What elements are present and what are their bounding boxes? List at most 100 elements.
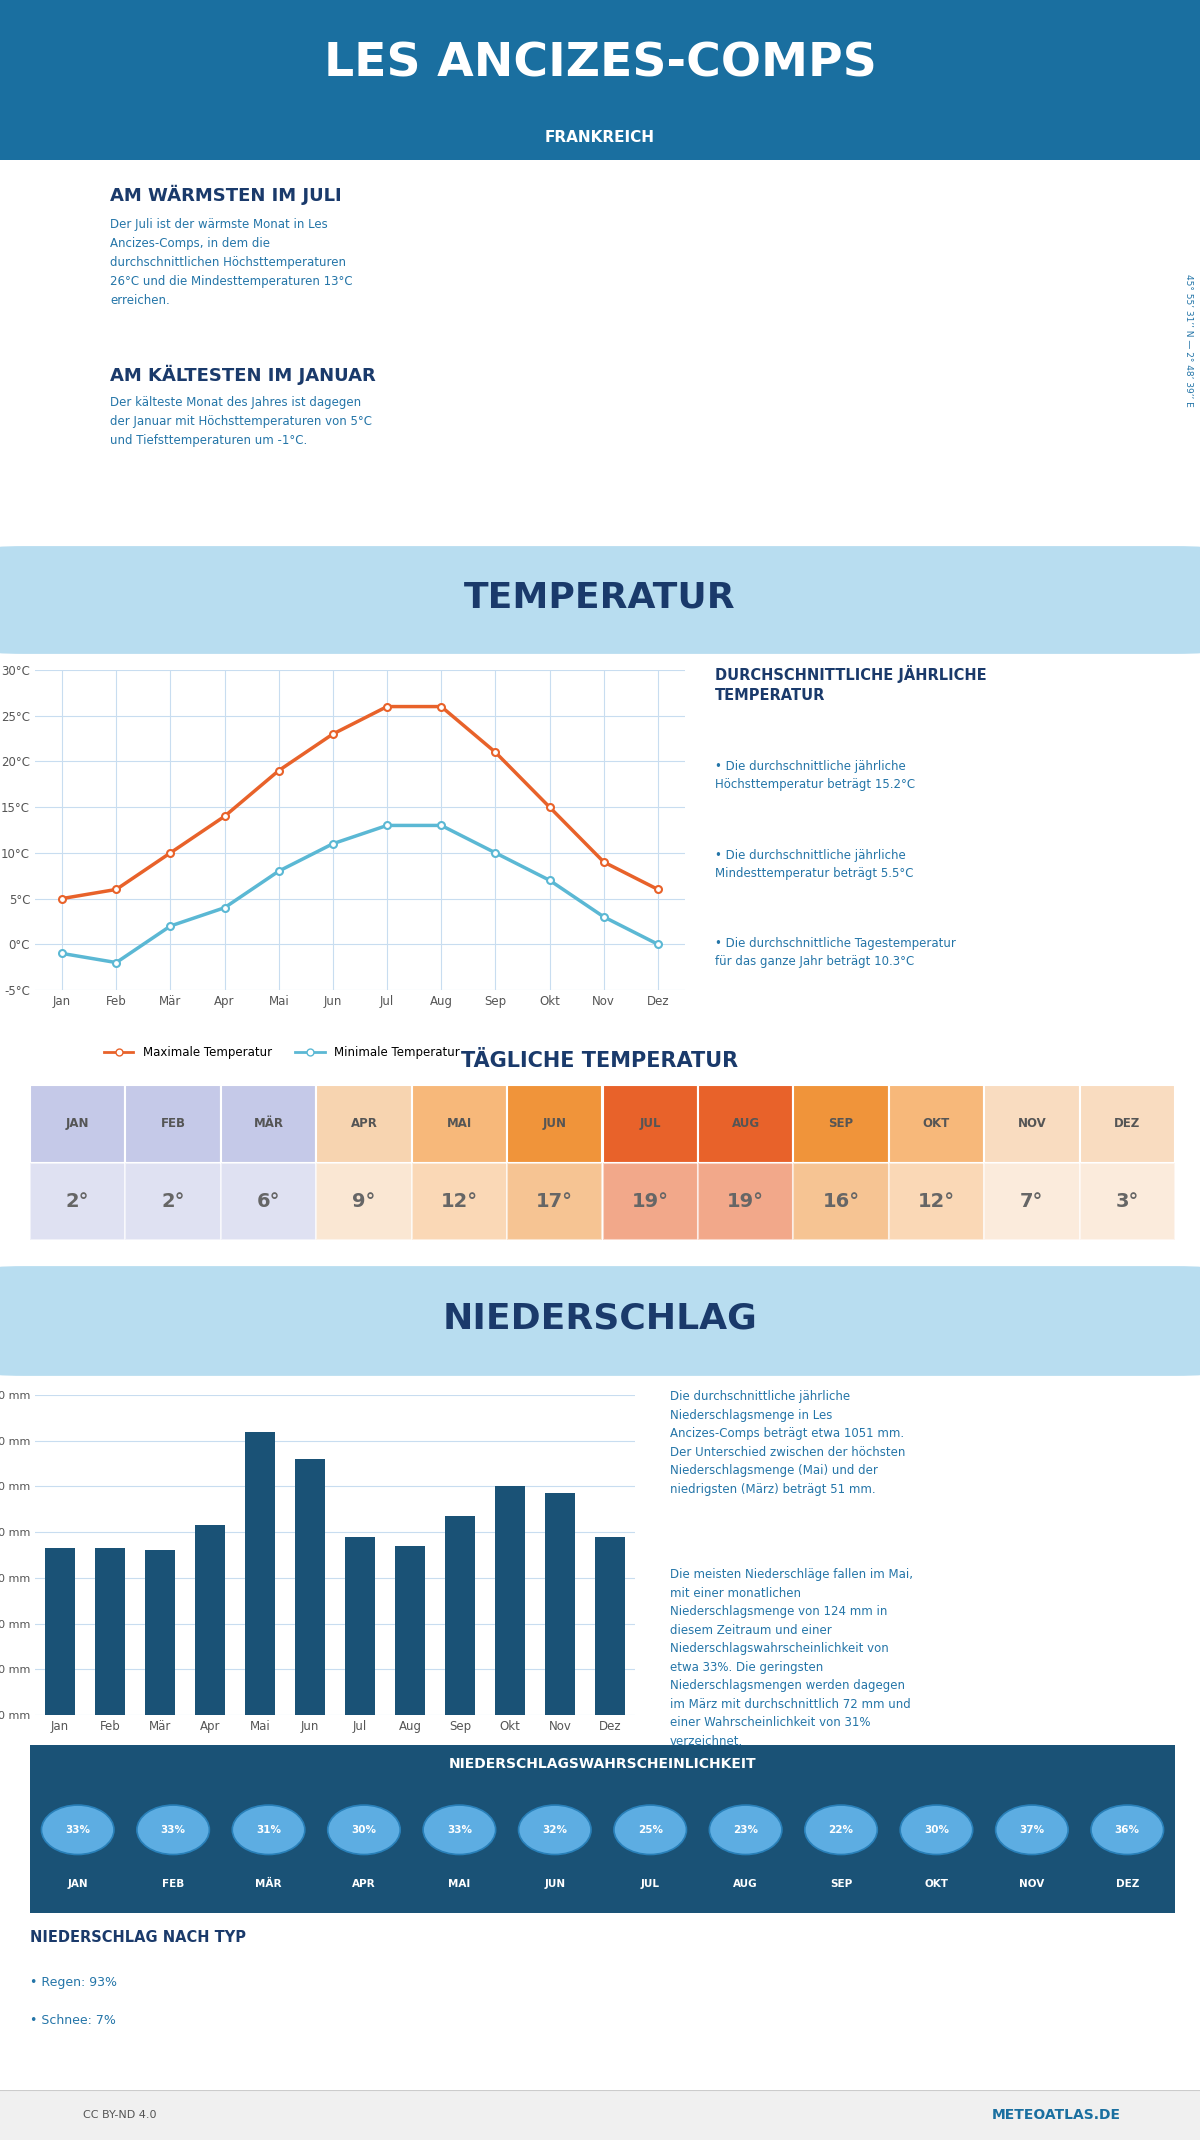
Text: 6°: 6° xyxy=(257,1192,281,1211)
Bar xyxy=(194,1526,226,1714)
Text: 2°: 2° xyxy=(161,1192,185,1211)
Bar xyxy=(46,1547,74,1714)
Text: LES ANCIZES-COMPS: LES ANCIZES-COMPS xyxy=(324,41,876,86)
Text: • Die durchschnittliche jährliche
Mindesttemperatur beträgt 5.5°C: • Die durchschnittliche jährliche Mindes… xyxy=(715,850,913,880)
Circle shape xyxy=(424,1806,496,1855)
Text: 22%: 22% xyxy=(828,1825,853,1834)
Bar xyxy=(508,1085,602,1162)
Text: 16°: 16° xyxy=(822,1192,859,1211)
Bar xyxy=(602,1085,698,1162)
Bar xyxy=(245,1432,275,1714)
Bar xyxy=(698,1162,793,1239)
Circle shape xyxy=(1091,1806,1164,1855)
Text: JUN: JUN xyxy=(545,1879,565,1890)
Text: AUG: AUG xyxy=(733,1879,758,1890)
Bar xyxy=(793,1085,889,1162)
Legend: Niederschlagssumme: Niederschlagssumme xyxy=(118,1744,288,1768)
Bar xyxy=(221,1085,317,1162)
Text: DURCHSCHNITTLICHE JÄHRLICHE
TEMPERATUR: DURCHSCHNITTLICHE JÄHRLICHE TEMPERATUR xyxy=(715,666,986,702)
Text: JUN: JUN xyxy=(542,1117,566,1130)
Text: CC BY-ND 4.0: CC BY-ND 4.0 xyxy=(83,2110,157,2121)
Bar xyxy=(317,1085,412,1162)
Bar xyxy=(395,1545,425,1714)
Bar xyxy=(494,1487,524,1714)
Circle shape xyxy=(42,1806,114,1855)
Bar xyxy=(412,1162,508,1239)
Text: JAN: JAN xyxy=(66,1117,90,1130)
Text: JUL: JUL xyxy=(641,1879,660,1890)
Text: APR: APR xyxy=(350,1117,377,1130)
Bar xyxy=(126,1162,221,1239)
Bar xyxy=(295,1459,325,1714)
Text: FRANKREICH: FRANKREICH xyxy=(545,131,655,146)
Text: 2°: 2° xyxy=(66,1192,90,1211)
Text: Die meisten Niederschläge fallen im Mai,
mit einer monatlichen
Niederschlagsmeng: Die meisten Niederschläge fallen im Mai,… xyxy=(670,1569,913,1748)
Text: JAN: JAN xyxy=(67,1879,88,1890)
Bar xyxy=(793,1162,889,1239)
Text: APR: APR xyxy=(352,1879,376,1890)
Bar xyxy=(595,1537,625,1714)
Text: • Die durchschnittliche Tagestemperatur
für das ganze Jahr beträgt 10.3°C: • Die durchschnittliche Tagestemperatur … xyxy=(715,937,956,967)
Text: NOV: NOV xyxy=(1019,1879,1044,1890)
FancyBboxPatch shape xyxy=(0,1267,1200,1376)
Text: 25%: 25% xyxy=(637,1825,662,1834)
Text: OKT: OKT xyxy=(924,1879,948,1890)
Bar xyxy=(1080,1162,1175,1239)
Text: 36%: 36% xyxy=(1115,1825,1140,1834)
Text: 3°: 3° xyxy=(1116,1192,1139,1211)
Bar xyxy=(95,1547,125,1714)
Text: 31%: 31% xyxy=(256,1825,281,1834)
Text: • Die durchschnittliche jährliche
Höchsttemperatur beträgt 15.2°C: • Die durchschnittliche jährliche Höchst… xyxy=(715,760,916,792)
Text: 19°: 19° xyxy=(631,1192,668,1211)
Bar xyxy=(317,1162,412,1239)
Text: TEMPERATUR: TEMPERATUR xyxy=(464,580,736,614)
Legend: Maximale Temperatur, Minimale Temperatur: Maximale Temperatur, Minimale Temperatur xyxy=(100,1042,464,1064)
Text: 32%: 32% xyxy=(542,1825,568,1834)
Text: FEB: FEB xyxy=(162,1879,185,1890)
Text: NIEDERSCHLAG NACH TYP: NIEDERSCHLAG NACH TYP xyxy=(30,1930,246,1945)
Text: AM WÄRMSTEN IM JULI: AM WÄRMSTEN IM JULI xyxy=(110,184,342,205)
Text: TÄGLICHE TEMPERATUR: TÄGLICHE TEMPERATUR xyxy=(462,1051,738,1070)
Text: NIEDERSCHLAG: NIEDERSCHLAG xyxy=(443,1301,757,1335)
Text: 12°: 12° xyxy=(918,1192,955,1211)
Circle shape xyxy=(900,1806,973,1855)
Text: SEP: SEP xyxy=(830,1879,852,1890)
Circle shape xyxy=(137,1806,209,1855)
Text: 23%: 23% xyxy=(733,1825,758,1834)
Text: 7°: 7° xyxy=(1020,1192,1044,1211)
Text: MÄR: MÄR xyxy=(253,1117,283,1130)
Text: DEZ: DEZ xyxy=(1116,1879,1139,1890)
Text: 30%: 30% xyxy=(352,1825,377,1834)
FancyBboxPatch shape xyxy=(0,546,1200,655)
Text: NIEDERSCHLAGSWAHRSCHEINLICHKEIT: NIEDERSCHLAGSWAHRSCHEINLICHKEIT xyxy=(449,1757,756,1772)
Circle shape xyxy=(805,1806,877,1855)
Polygon shape xyxy=(216,0,984,199)
Circle shape xyxy=(996,1806,1068,1855)
Text: AM KÄLTESTEN IM JANUAR: AM KÄLTESTEN IM JANUAR xyxy=(110,366,376,385)
Text: 12°: 12° xyxy=(440,1192,478,1211)
Text: 33%: 33% xyxy=(161,1825,186,1834)
Text: METEOATLAS.DE: METEOATLAS.DE xyxy=(991,2108,1121,2123)
Text: OKT: OKT xyxy=(923,1117,950,1130)
Bar xyxy=(698,1085,793,1162)
Circle shape xyxy=(709,1806,782,1855)
Circle shape xyxy=(233,1806,305,1855)
Bar xyxy=(1080,1085,1175,1162)
Bar xyxy=(445,1515,475,1714)
Bar xyxy=(30,1085,126,1162)
Text: 33%: 33% xyxy=(446,1825,472,1834)
Bar xyxy=(602,1162,698,1239)
Bar xyxy=(126,1085,221,1162)
Bar xyxy=(545,1494,575,1714)
Bar xyxy=(984,1085,1080,1162)
Circle shape xyxy=(614,1806,686,1855)
Text: • Regen: 93%: • Regen: 93% xyxy=(30,1975,118,1988)
Bar xyxy=(30,1162,126,1239)
Circle shape xyxy=(328,1806,401,1855)
Text: 19°: 19° xyxy=(727,1192,764,1211)
Circle shape xyxy=(518,1806,592,1855)
Text: Der Juli ist der wärmste Monat in Les
Ancizes-Comps, in dem die
durchschnittlich: Der Juli ist der wärmste Monat in Les An… xyxy=(110,218,353,306)
Text: FEB: FEB xyxy=(161,1117,186,1130)
Bar xyxy=(889,1085,984,1162)
Text: 33%: 33% xyxy=(65,1825,90,1834)
